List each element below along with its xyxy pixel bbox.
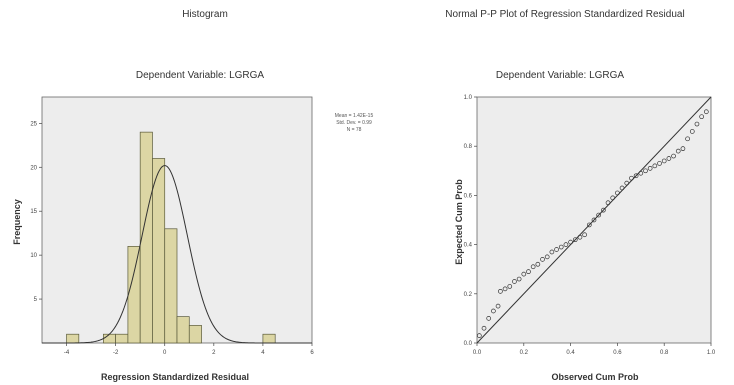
stat-std-dev: Std. Dev. = 0.99 <box>336 120 372 126</box>
histogram-x-tick-label: 2 <box>212 350 216 356</box>
stat-n: N = 78 <box>347 127 362 133</box>
histogram-subtitle: Dependent Variable: LGRGA <box>136 70 265 81</box>
histogram-y-axis-label: Frequency <box>12 199 22 245</box>
histogram-y-tick-label: 10 <box>30 253 37 259</box>
histogram-x-tick-label: -4 <box>64 350 70 356</box>
pp-x-tick-label: 0.8 <box>660 350 669 356</box>
pp-y-tick-label: 0.8 <box>464 144 473 150</box>
pp-y-tick-label: 0.6 <box>464 193 473 199</box>
histogram-chart: -4 -2 0 2 4 6 5 10 15 20 25 <box>30 97 314 356</box>
pp-y-tick-label: 1.0 <box>464 95 473 101</box>
pp-plot-title: Normal P-P Plot of Regression Standardiz… <box>445 9 684 20</box>
histogram-bar <box>165 229 177 343</box>
pp-y-tick-label: 0.2 <box>464 292 473 298</box>
pp-plot-x-axis-label: Observed Cum Prob <box>551 372 639 382</box>
histogram-x-axis-label: Regression Standardized Residual <box>101 372 249 382</box>
pp-x-tick-label: 0.4 <box>566 350 575 356</box>
histogram-x-tick-label: 4 <box>261 350 265 356</box>
pp-x-tick-label: 0.2 <box>520 350 529 356</box>
histogram-stats: Mean = 1.42E-15 Std. Dev. = 0.99 N = 78 <box>335 113 374 133</box>
pp-x-tick-label: 0.0 <box>473 350 482 356</box>
histogram-title: Histogram <box>182 9 228 20</box>
histogram-bar <box>189 325 201 343</box>
histogram-y-tick-label: 25 <box>30 121 37 127</box>
pp-x-tick-label: 0.6 <box>613 350 622 356</box>
pp-y-tick-label: 0.4 <box>464 243 473 249</box>
histogram-y-tick-label: 5 <box>34 297 38 303</box>
histogram-bar <box>103 334 115 343</box>
histogram-bar <box>128 246 140 343</box>
histogram-x-tick-label: 0 <box>163 350 167 356</box>
pp-plot-subtitle: Dependent Variable: LGRGA <box>496 70 625 81</box>
histogram-x-tick-label: 6 <box>310 350 314 356</box>
histogram-bar <box>177 317 189 343</box>
pp-plot-y-axis-label: Expected Cum Prob <box>454 179 464 265</box>
histogram-bar <box>67 334 79 343</box>
pp-plot-chart: 0.0 0.2 0.4 0.6 0.8 1.0 0.0 0.2 0.4 0.6 0.8 1.0 <box>464 95 716 356</box>
histogram-bar <box>263 334 275 343</box>
stat-mean: Mean = 1.42E-15 <box>335 113 374 119</box>
histogram-bar <box>116 334 128 343</box>
histogram-x-tick-label: -2 <box>113 350 119 356</box>
pp-x-tick-label: 1.0 <box>707 350 716 356</box>
histogram-y-tick-label: 15 <box>30 209 37 215</box>
histogram-y-tick-label: 20 <box>30 165 37 171</box>
histogram-bar <box>152 159 164 344</box>
pp-y-tick-label: 0.0 <box>464 341 473 347</box>
